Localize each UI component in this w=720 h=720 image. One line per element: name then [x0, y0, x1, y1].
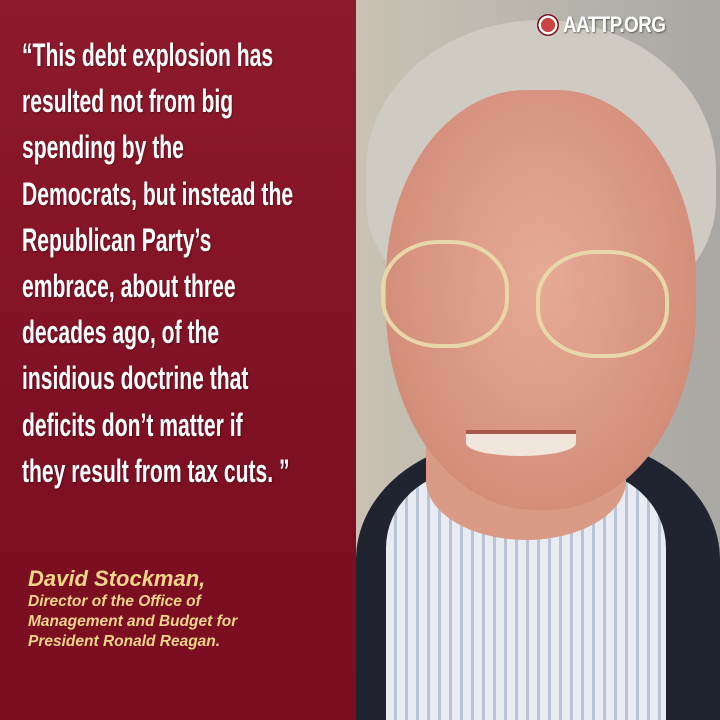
quote-panel: “This debt explosion has resulted not fr…	[0, 0, 356, 720]
logo-text: AATTP.ORG	[563, 12, 666, 37]
aattp-logo: AATTP.ORG	[537, 12, 684, 38]
quote-text: “This debt explosion has resulted not fr…	[22, 32, 339, 494]
quote-line: they result from tax cuts. ”	[22, 452, 290, 489]
portrait-photo	[356, 0, 720, 720]
glasses-right	[536, 250, 669, 358]
quote-line: spending by the	[22, 129, 184, 166]
mouth	[466, 430, 576, 456]
quote-line: “This debt explosion has	[22, 37, 274, 73]
speaker-title-line: Management and Budget for	[28, 613, 238, 630]
quote-line: deficits don’t matter if	[22, 406, 243, 443]
quote-line: embrace, about three	[22, 268, 236, 305]
speaker-name: David Stockman,	[28, 566, 206, 591]
quote-line: insidious doctrine that	[22, 360, 249, 397]
quote-line: resulted not from big	[22, 83, 234, 120]
quote-line: Democrats, but instead the	[22, 175, 294, 212]
attribution: David Stockman, Director of the Office o…	[28, 566, 237, 652]
speaker-title-line: Director of the Office of	[28, 593, 201, 610]
quote-line: decades ago, of the	[22, 314, 220, 351]
glasses-left	[381, 240, 509, 348]
speaker-title-line: President Ronald Reagan.	[28, 633, 221, 650]
quote-line: Republican Party’s	[22, 221, 212, 258]
aattp-seal-icon	[537, 14, 559, 36]
